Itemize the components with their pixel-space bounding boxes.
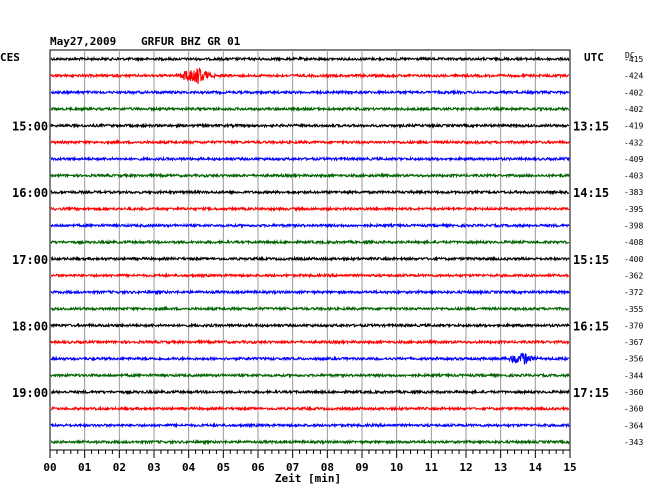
left-time-label: 19:00 — [12, 386, 48, 400]
dc-offset-value: -409 — [624, 155, 643, 164]
axis-labels: 00 01 02 03 04 05 06 07 08 09 10 11 12 13 14 15 -415 -424… — [12, 55, 643, 474]
dc-offset-value: -408 — [624, 238, 643, 247]
dc-offset-value: -400 — [624, 255, 643, 264]
dc-offset-value: -364 — [624, 421, 643, 430]
right-time-label: 14:15 — [573, 186, 609, 200]
dc-offset-value: -402 — [624, 88, 643, 97]
plot-frame — [49, 49, 571, 451]
dc-label: DC — [625, 51, 635, 60]
dc-offset-value: -372 — [624, 288, 643, 297]
dc-offset-value: -403 — [624, 172, 643, 181]
x-tick-label: 14 — [529, 461, 543, 474]
seismic-trace — [50, 421, 570, 429]
seismic-traces — [50, 55, 570, 446]
dc-offset-value: -402 — [624, 105, 643, 114]
x-tick-label: 13 — [494, 461, 507, 474]
seismic-trace — [50, 272, 570, 279]
seismic-trace — [50, 67, 569, 85]
x-tick-label: 08 — [321, 461, 334, 474]
right-zone-label: UTC — [584, 51, 604, 64]
x-tick-label: 05 — [217, 461, 230, 474]
x-tick-label: 10 — [390, 461, 403, 474]
dc-offset-value: -356 — [624, 355, 643, 364]
seismic-trace — [50, 438, 570, 446]
left-time-label: 15:00 — [12, 120, 48, 134]
seismic-trace — [50, 139, 570, 146]
x-tick-label: 00 — [43, 461, 56, 474]
left-time-label: 18:00 — [12, 319, 48, 333]
x-tick-label: 15 — [563, 461, 576, 474]
x-tick-label: 04 — [182, 461, 196, 474]
x-tick-label: 12 — [459, 461, 472, 474]
seismic-trace — [50, 338, 570, 346]
x-tick-label: 01 — [78, 461, 92, 474]
right-time-label: 17:15 — [573, 386, 609, 400]
dc-offset-value: -355 — [624, 305, 643, 314]
seismic-trace — [50, 405, 570, 412]
seismic-trace — [50, 222, 570, 229]
dc-offset-value: -424 — [624, 72, 643, 81]
right-time-label: 16:15 — [573, 319, 609, 333]
seismic-trace — [50, 205, 570, 213]
seismic-trace — [50, 255, 570, 263]
dc-offset-value: -432 — [624, 138, 643, 147]
seismic-trace — [50, 155, 570, 163]
seismic-trace — [50, 288, 570, 296]
dc-offset-value: -383 — [624, 188, 643, 197]
seismic-trace — [50, 388, 570, 396]
x-tick-label: 06 — [251, 461, 265, 474]
x-tick-label: 07 — [286, 461, 299, 474]
seismic-trace — [50, 352, 570, 365]
dc-offset-value: -367 — [624, 338, 643, 347]
seismic-trace — [50, 122, 570, 129]
dc-offset-value: -344 — [624, 371, 643, 380]
x-tick-label: 03 — [147, 461, 160, 474]
dc-offset-value: -362 — [624, 271, 643, 280]
chart-date: May27,2009 — [50, 35, 116, 48]
seismic-trace — [50, 105, 569, 113]
seismic-trace — [50, 188, 569, 196]
seismic-trace — [50, 305, 570, 312]
chart-station: GRFUR BHZ GR 01 — [141, 35, 241, 48]
dc-offset-value: -343 — [624, 438, 643, 447]
dc-offset-value: -398 — [624, 222, 643, 231]
grid — [49, 49, 571, 458]
x-tick-label: 11 — [425, 461, 439, 474]
left-zone-label: CES — [0, 51, 20, 64]
seismic-trace — [50, 89, 570, 96]
left-time-label: 16:00 — [12, 186, 48, 200]
dc-offset-value: -360 — [624, 388, 643, 397]
left-time-label: 17:00 — [12, 253, 48, 267]
x-tick-label: 09 — [355, 461, 368, 474]
seismic-trace — [50, 55, 570, 63]
x-axis-label: Zeit [min] — [275, 472, 341, 485]
seismic-trace — [50, 372, 570, 379]
right-time-label: 13:15 — [573, 120, 609, 134]
seismic-trace — [50, 172, 570, 179]
seismic-trace — [50, 322, 570, 329]
dc-offset-value: -360 — [624, 405, 643, 414]
right-time-label: 15:15 — [573, 253, 609, 267]
dc-offset-value: -415 — [624, 55, 643, 64]
seismic-trace — [50, 238, 570, 246]
dc-offset-value: -370 — [624, 321, 643, 330]
dc-offset-value: -419 — [624, 122, 643, 131]
dc-offset-value: -395 — [624, 205, 643, 214]
x-tick-label: 02 — [113, 461, 126, 474]
